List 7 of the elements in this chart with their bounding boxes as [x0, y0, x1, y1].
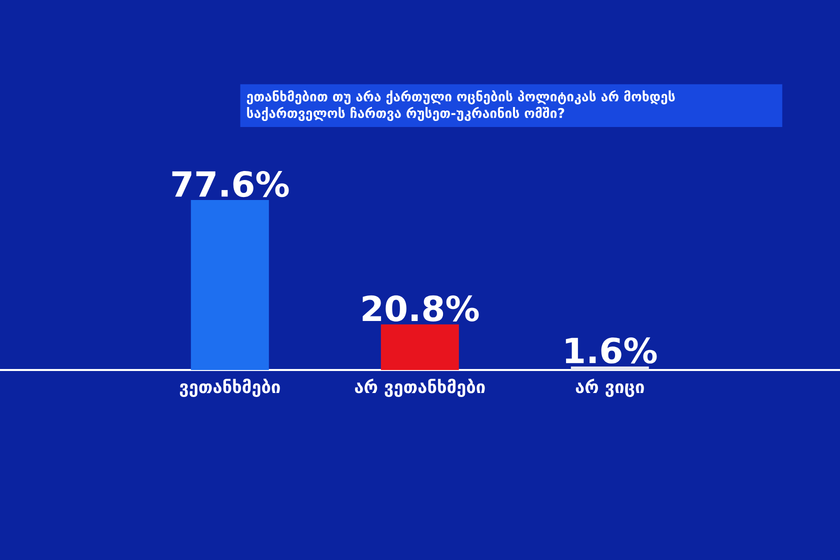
x-tick-label: არ ვეთანხმები: [355, 378, 485, 398]
chart-title: ეთანხმებით თუ არა ქართული ოცნების პოლიტიკას არ მოხდეს საქართველოს ჩართვა რუსეთ-უკრაინის ომში?: [246, 90, 675, 121]
data-label: 77.6%: [172, 170, 289, 198]
data-label: 1.6%: [566, 337, 657, 364]
x-tick-label: ვეთანხმები: [180, 378, 280, 397]
data-label: 20.8%: [362, 295, 479, 322]
x-tick-label: არ ვიცი: [576, 378, 644, 398]
